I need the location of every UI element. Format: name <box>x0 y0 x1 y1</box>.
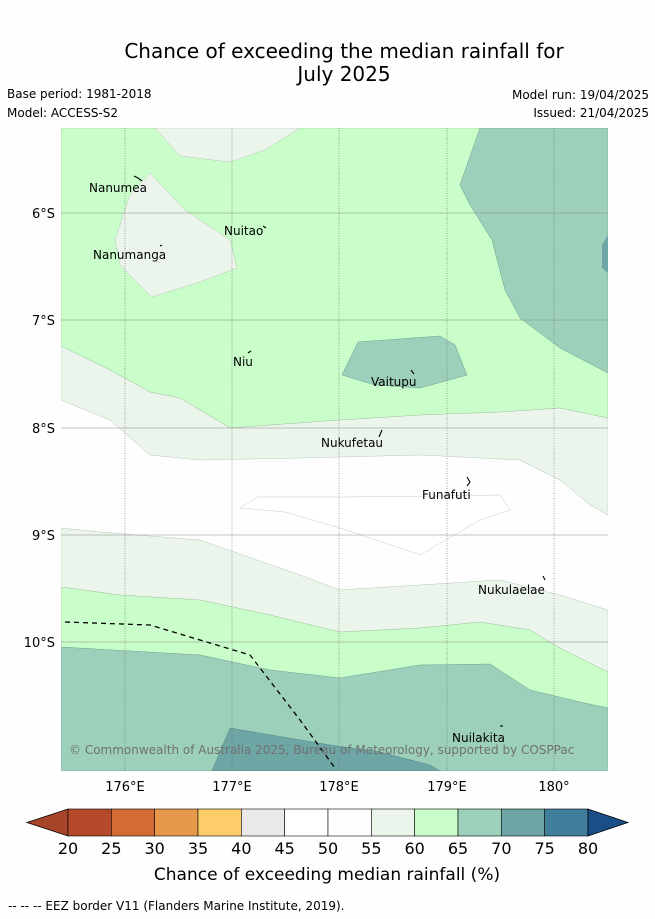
colorbar-tick-label: 60 <box>404 839 424 858</box>
islands <box>133 175 546 727</box>
lon-label: 180° <box>538 780 569 795</box>
island-funafuti <box>466 476 471 487</box>
colorbar-tick-label: 20 <box>58 839 78 858</box>
colorbar-segment <box>111 808 155 837</box>
copyright-notice: © Commonwealth of Australia 2025, Bureau… <box>69 743 574 757</box>
island-nukulaelae <box>542 575 546 581</box>
island-niu <box>247 350 252 354</box>
contour-patch-70-75-east <box>602 235 608 273</box>
title-line-1: Chance of exceeding the median rainfall … <box>124 39 564 63</box>
issued-date: Issued: 21/04/2025 <box>533 106 649 120</box>
island-vaitupu <box>410 369 415 375</box>
contour-band-65-70-south <box>61 646 608 771</box>
colorbar-tick-label: 30 <box>144 839 164 858</box>
colorbar-segment <box>327 808 372 837</box>
lat-label: 6°S <box>32 207 55 222</box>
lon-label: 177°E <box>212 780 252 795</box>
colorbar-segment <box>284 808 329 837</box>
latitude-labels: 6°S 7°S 8°S 9°S 10°S <box>24 207 55 651</box>
colorbar-tick-label: 55 <box>361 839 381 858</box>
place-labels: Nanumea Nuitao Nanumanga Niu Vaitupu Nuk… <box>89 181 545 745</box>
lon-label: 176°E <box>105 780 145 795</box>
colorbar-segment <box>371 808 415 837</box>
colorbar-arrow-high <box>587 808 630 837</box>
contour-band-70-75-south <box>211 727 441 771</box>
colorbar-segment <box>414 808 459 837</box>
place-label: Nukufetau <box>321 436 383 450</box>
colorbar-segment <box>67 808 112 837</box>
colorbar-tick-label: 45 <box>274 839 294 858</box>
place-label: Nuilakita <box>452 731 505 745</box>
island-nanumanga <box>159 244 163 247</box>
place-label: Niu <box>233 355 253 369</box>
parallels <box>61 212 608 643</box>
colorbar-tick-label: 35 <box>188 839 208 858</box>
colorbar-tick-label: 50 <box>318 839 338 858</box>
place-label: Funafuti <box>422 488 471 502</box>
colorbar-label: Chance of exceeding median rainfall (%) <box>154 865 500 885</box>
colorbar-segment <box>457 808 502 837</box>
place-label: Vaitupu <box>371 375 417 389</box>
place-label: Nanumanga <box>93 248 166 262</box>
contour-band-65-70-northeast <box>459 128 608 374</box>
contour-patch-45-50 <box>239 494 511 556</box>
island-nukufetau <box>378 429 383 438</box>
map-contours <box>61 128 608 771</box>
colorbar-tick-label: 65 <box>448 839 468 858</box>
place-label: Nukulaelae <box>478 583 545 597</box>
contour-patch-55-60-top <box>154 128 301 163</box>
colorbar-segment <box>154 808 199 837</box>
lon-label: 178°E <box>319 780 359 795</box>
model-run-date: Model run: 19/04/2025 <box>511 88 649 102</box>
colorbar-tick-label: 25 <box>101 839 121 858</box>
model-name: Model: ACCESS-S2 <box>7 106 119 120</box>
colorbar-tick-label: 40 <box>231 839 251 858</box>
island-nuitao <box>262 225 267 229</box>
eez-legend: -- -- -- EEZ border V11 (Flanders Marine… <box>8 899 345 913</box>
place-label: Nanumea <box>89 181 147 195</box>
lat-label: 9°S <box>32 529 55 544</box>
lon-label: 179°E <box>427 780 467 795</box>
colorbar-tick-label: 70 <box>491 839 511 858</box>
colorbar-segment <box>544 808 589 837</box>
contour-patch-65-70-vaitupu <box>341 335 468 389</box>
longitude-labels: 176°E 177°E 178°E 179°E 180° <box>105 780 569 795</box>
graticule <box>124 128 555 771</box>
colorbar-segment <box>197 808 242 837</box>
contour-patch-55-60-nanumea <box>114 172 238 298</box>
lat-label: 8°S <box>32 422 55 437</box>
colorbar-segment <box>241 808 285 837</box>
place-label: Nuitao <box>224 224 263 238</box>
colorbar-segment <box>501 808 545 837</box>
base-period: Base period: 1981-2018 <box>7 87 152 101</box>
map-title: Chance of exceeding the median rainfall … <box>0 40 655 86</box>
title-line-2: July 2025 <box>297 62 391 86</box>
island-nanumea <box>133 175 143 182</box>
colorbar-tick-label: 80 <box>578 839 598 858</box>
eez-border <box>64 621 336 769</box>
colorbar-arrow-low <box>25 808 69 837</box>
colorbar-tick-label: 75 <box>534 839 554 858</box>
colorbar: 20 25 30 35 40 45 50 55 60 65 70 75 80 <box>25 808 630 858</box>
lat-label: 7°S <box>32 314 55 329</box>
lat-label: 10°S <box>24 636 55 651</box>
